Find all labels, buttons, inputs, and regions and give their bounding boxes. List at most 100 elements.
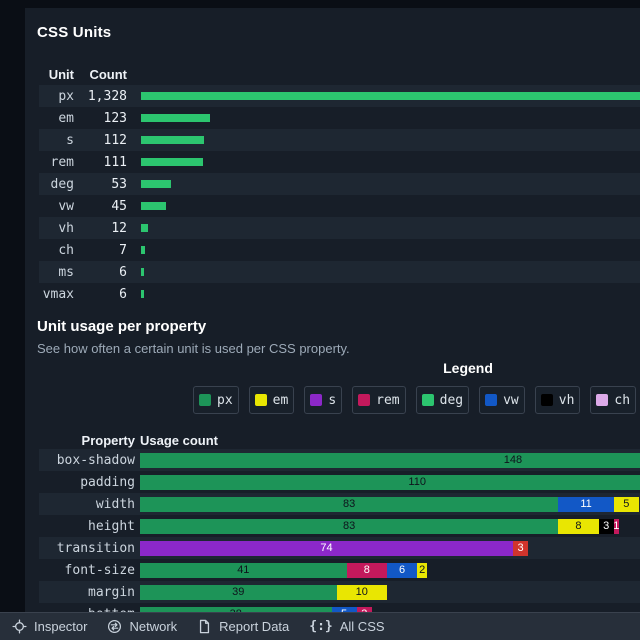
- properties-table-header: Property Usage count: [39, 431, 640, 449]
- legend-label: px: [217, 392, 233, 408]
- legend-label: s: [328, 392, 337, 408]
- bar-segment-px: 39: [140, 584, 337, 600]
- legend-swatch-icon: [358, 394, 371, 406]
- legend-item-vh[interactable]: vh: [534, 386, 581, 414]
- document-icon: [197, 619, 212, 634]
- tab-network[interactable]: Network: [107, 619, 177, 634]
- count-bar: [141, 202, 167, 210]
- bar-segment-px: 38: [140, 606, 332, 612]
- unit-count: 6: [119, 264, 127, 280]
- legend-swatch-icon: [254, 394, 267, 406]
- devtools-tab-bar: Inspector Network Report Data {:} All CS…: [0, 612, 640, 640]
- unit-row: vw 45: [39, 195, 640, 217]
- unit-name: em: [58, 110, 74, 126]
- property-name: bottom: [39, 607, 135, 613]
- property-name: height: [88, 518, 135, 534]
- legend-item-deg[interactable]: deg: [415, 386, 470, 414]
- tab-all-css[interactable]: {:} All CSS: [309, 619, 384, 634]
- report-panel: CSS Units Unit Count px 1,328 em 123 s 112 rem…: [25, 8, 640, 612]
- unit-name: vmax: [42, 286, 74, 302]
- tab-label: All CSS: [339, 619, 385, 634]
- unit-row: s 112: [39, 129, 640, 151]
- property-name: margin: [88, 584, 135, 600]
- legend-item-vw[interactable]: vw: [479, 386, 525, 414]
- unit-row: px 1,328: [39, 85, 640, 107]
- legend-title: Legend: [443, 360, 493, 376]
- bar-segment-em: 2: [417, 562, 428, 578]
- network-transfer-icon: [107, 619, 122, 634]
- bar-segment-ms: 3: [512, 540, 529, 556]
- count-bar: [141, 114, 210, 122]
- tab-label: Report Data: [219, 619, 290, 634]
- unit-row: ch 7: [39, 239, 640, 261]
- legend-item-em[interactable]: em: [248, 386, 295, 414]
- bar-segment-vw: 6: [386, 562, 418, 578]
- unit-count: 111: [103, 154, 127, 170]
- section-subtitle: See how often a certain unit is used per…: [37, 341, 350, 356]
- property-row: padding 110: [39, 471, 640, 493]
- unit-row: ms 6: [39, 261, 640, 283]
- css-units-table: Unit Count px 1,328 em 123 s 112 rem 111 deg 53 vw…: [39, 63, 640, 305]
- legend-label: em: [272, 392, 289, 408]
- unit-column-header: Unit: [48, 66, 74, 82]
- unit-name: rem: [50, 154, 74, 170]
- legend-item-s[interactable]: s: [304, 386, 343, 414]
- unit-count: 45: [111, 198, 127, 214]
- unit-row: vh 12: [39, 217, 640, 239]
- unit-usage-table: Property Usage count box-shadow 148 paddin…: [39, 431, 640, 612]
- tab-report-data[interactable]: Report Data: [197, 619, 289, 634]
- unit-count: 1,328: [87, 88, 127, 104]
- section-title: Unit usage per property: [37, 318, 207, 335]
- legend-swatch-icon: [421, 394, 434, 406]
- unit-name: vw: [58, 198, 74, 214]
- tab-label: Inspector: [34, 619, 88, 634]
- tab-label: Network: [129, 619, 178, 634]
- legend-swatch-icon: [540, 394, 553, 406]
- bar-segment-s: 74: [140, 540, 513, 556]
- legend-label: vh: [558, 392, 575, 408]
- unit-row: vmax 6: [39, 283, 640, 305]
- unit-name: deg: [50, 176, 74, 192]
- tab-inspector[interactable]: Inspector: [12, 619, 87, 634]
- bar-segment-rem: 1: [613, 518, 620, 534]
- property-row: margin 39 10: [39, 581, 640, 603]
- count-bar: [141, 158, 204, 166]
- unit-count: 112: [103, 132, 127, 148]
- bar-segment-em: 10: [336, 584, 387, 600]
- property-row: box-shadow 148: [39, 449, 640, 471]
- property-name: transition: [56, 540, 135, 556]
- count-bar: [141, 136, 204, 144]
- unit-name: s: [66, 132, 74, 148]
- count-bar: [141, 92, 640, 100]
- legend-label: rem: [376, 392, 400, 408]
- curly-braces-icon: {:}: [309, 619, 333, 634]
- unit-row: rem 111: [39, 151, 640, 173]
- unit-count: 12: [111, 220, 127, 236]
- count-bar: [141, 246, 145, 254]
- count-column-header: Count: [89, 66, 127, 82]
- legend-label: deg: [439, 392, 464, 408]
- unit-name: ms: [58, 264, 74, 280]
- unit-count: 7: [119, 242, 127, 258]
- property-row: transition 74 3: [39, 537, 640, 559]
- unit-name: vh: [58, 220, 74, 236]
- unit-name: px: [58, 88, 74, 104]
- unit-row: em 123: [39, 107, 640, 129]
- legend-swatch-icon: [310, 394, 323, 406]
- count-bar: [141, 180, 171, 188]
- property-name: padding: [80, 474, 135, 490]
- legend-label: vw: [503, 392, 519, 408]
- bar-segment-vw: 11: [558, 496, 614, 512]
- inspector-crosshair-icon: [12, 619, 27, 634]
- unit-count: 6: [119, 286, 127, 302]
- page-title: CSS Units: [37, 24, 112, 41]
- property-row: height 83 8 3 1: [39, 515, 640, 537]
- property-name: font-size: [64, 562, 135, 578]
- legend-swatch-icon: [199, 394, 211, 406]
- count-bar: [141, 290, 145, 298]
- legend-item-ch[interactable]: ch: [590, 386, 637, 414]
- legend-item-rem[interactable]: rem: [352, 386, 406, 414]
- property-row: bottom 3853: [39, 603, 640, 612]
- property-name: width: [95, 496, 135, 512]
- legend-item-px[interactable]: px: [193, 386, 239, 414]
